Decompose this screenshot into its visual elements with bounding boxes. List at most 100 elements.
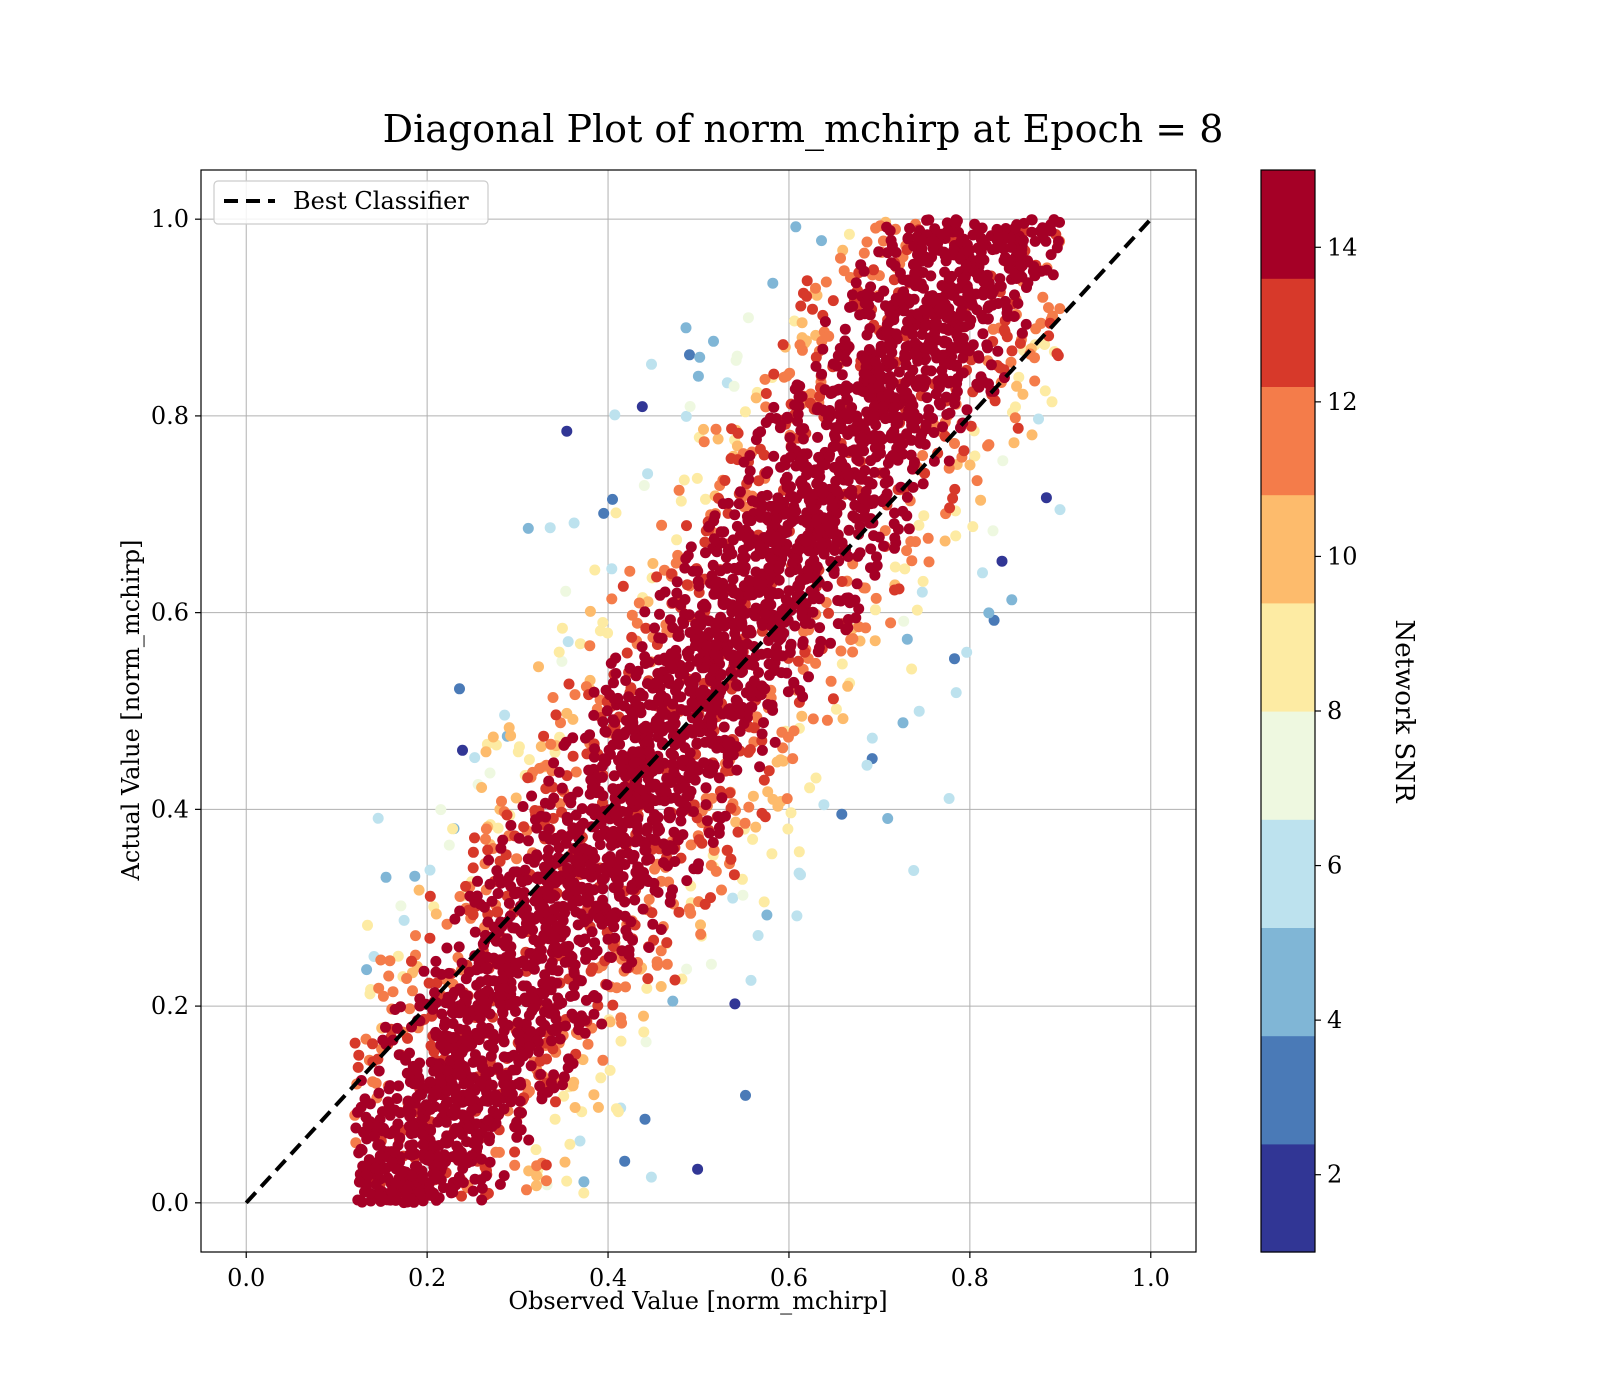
scatter-point <box>454 683 465 695</box>
scatter-point <box>851 453 863 465</box>
scatter-point <box>890 328 902 340</box>
scatter-point <box>949 391 961 403</box>
scatter-point <box>449 913 461 925</box>
scatter-point <box>857 386 869 397</box>
scatter-point <box>592 1101 604 1113</box>
x-tick-label: 0.4 <box>589 1264 627 1292</box>
scatter-point <box>583 764 595 776</box>
scatter-point <box>743 801 755 813</box>
scatter-point <box>787 753 799 765</box>
scatter-point <box>810 351 822 363</box>
scatter-point <box>602 627 614 639</box>
scatter-point <box>790 505 802 517</box>
scatter-point <box>572 974 584 986</box>
scatter-point <box>834 399 846 411</box>
x-tick-label: 1.0 <box>1132 1264 1170 1292</box>
scatter-point <box>905 449 917 461</box>
scatter-point <box>497 834 509 846</box>
colorbar-segment <box>1261 1143 1315 1253</box>
scatter-point <box>655 945 667 957</box>
scatter-point <box>790 221 802 233</box>
scatter-point <box>480 962 492 974</box>
scatter-point <box>885 234 897 246</box>
scatter-point <box>531 851 543 863</box>
scatter-point <box>642 596 654 608</box>
scatter-point <box>944 407 956 419</box>
scatter-point <box>859 298 871 309</box>
scatter-point <box>797 639 809 651</box>
scatter-point <box>1029 235 1041 247</box>
scatter-point <box>615 1035 627 1047</box>
scatter-point <box>793 846 805 858</box>
scatter-point <box>782 413 794 424</box>
scatter-point <box>843 487 855 499</box>
scatter-point <box>607 493 618 505</box>
scatter-point <box>981 339 993 351</box>
scatter-point <box>838 265 850 277</box>
scatter-point <box>377 1106 388 1118</box>
scatter-point <box>647 918 659 930</box>
scatter-point <box>624 565 636 577</box>
scatter-point <box>605 657 617 669</box>
scatter-point <box>726 548 738 560</box>
scatter-point <box>647 558 659 569</box>
scatter-point <box>918 510 930 522</box>
scatter-point <box>835 595 847 607</box>
scatter-point <box>892 454 904 466</box>
scatter-point <box>447 1032 459 1044</box>
scatter-point <box>404 1193 416 1204</box>
scatter-point <box>781 481 793 493</box>
scatter-point <box>903 404 915 416</box>
scatter-point <box>681 875 693 887</box>
scatter-point <box>825 637 836 649</box>
scatter-point <box>479 1095 491 1107</box>
scatter-point <box>567 713 579 725</box>
scatter-point <box>580 994 592 1006</box>
scatter-point <box>496 795 507 807</box>
scatter-point <box>631 617 643 629</box>
scatter-point <box>736 873 748 885</box>
scatter-point <box>949 438 960 449</box>
scatter-point <box>838 446 850 458</box>
scatter-point <box>760 417 772 428</box>
y-tick-label: 0.0 <box>151 1189 189 1217</box>
scatter-point <box>743 746 754 758</box>
scatter-point <box>957 332 969 344</box>
scatter-point <box>615 761 627 773</box>
scatter-point <box>533 661 544 673</box>
scatter-point <box>677 754 689 766</box>
scatter-point <box>566 1008 578 1020</box>
scatter-point <box>543 881 555 893</box>
scatter-point <box>977 375 989 387</box>
scatter-point <box>513 1029 525 1041</box>
scatter-point <box>903 523 915 535</box>
scatter-point <box>744 465 756 477</box>
scatter-point <box>756 617 768 628</box>
scatter-point <box>512 1017 524 1028</box>
scatter-point <box>907 364 919 376</box>
scatter-point <box>663 721 674 732</box>
scatter-point <box>963 345 975 357</box>
scatter-point <box>823 450 835 462</box>
scatter-point <box>856 492 868 504</box>
scatter-point <box>923 556 935 568</box>
scatter-point <box>882 247 894 259</box>
scatter-point <box>604 1064 616 1076</box>
scatter-point <box>727 534 739 546</box>
scatter-point <box>938 322 950 334</box>
scatter-point <box>578 1187 590 1199</box>
scatter-point <box>781 471 793 483</box>
scatter-point <box>463 1088 475 1100</box>
scatter-point <box>700 547 711 559</box>
scatter-point <box>847 633 859 645</box>
scatter-point <box>842 614 854 625</box>
scatter-point <box>355 1101 367 1113</box>
scatter-point <box>632 869 644 881</box>
scatter-point <box>1037 222 1048 234</box>
scatter-point <box>547 1043 559 1055</box>
scatter-point <box>352 1061 364 1073</box>
scatter-point <box>1005 356 1017 368</box>
scatter-point <box>667 712 679 724</box>
scatter-point <box>1005 241 1017 253</box>
scatter-point <box>626 631 638 643</box>
